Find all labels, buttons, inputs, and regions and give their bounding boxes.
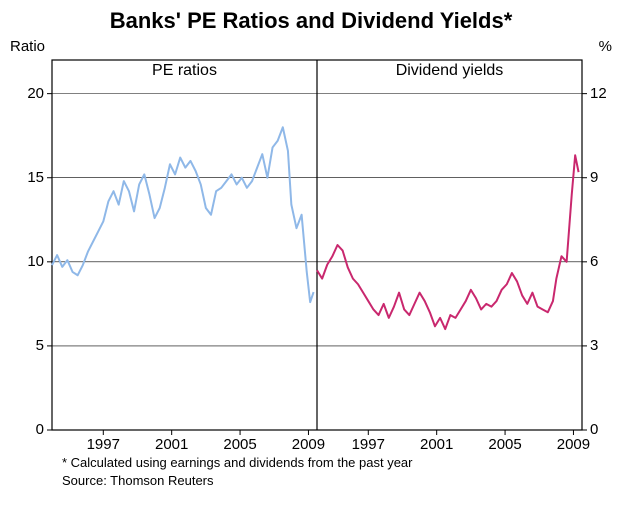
xtick-right: 1997 [343, 436, 393, 453]
xtick-left: 2001 [147, 436, 197, 453]
ytick-right: 9 [590, 169, 598, 186]
ytick-left: 0 [0, 421, 44, 438]
xtick-right: 2005 [480, 436, 530, 453]
xtick-left: 2005 [215, 436, 265, 453]
plot-area [0, 0, 622, 509]
chart-container: Banks' PE Ratios and Dividend Yields* Ra… [0, 0, 622, 509]
xtick-right: 2001 [412, 436, 462, 453]
xtick-left: 1997 [78, 436, 128, 453]
ytick-right: 6 [590, 253, 598, 270]
ytick-left: 5 [0, 337, 44, 354]
footnote-text: * Calculated using earnings and dividend… [62, 455, 413, 470]
source-text: Source: Thomson Reuters [62, 473, 214, 488]
ytick-left: 20 [0, 85, 44, 102]
xtick-left: 2009 [283, 436, 333, 453]
ytick-left: 10 [0, 253, 44, 270]
ytick-right: 3 [590, 337, 598, 354]
ytick-right: 12 [590, 85, 607, 102]
xtick-right: 2009 [548, 436, 598, 453]
ytick-left: 15 [0, 169, 44, 186]
